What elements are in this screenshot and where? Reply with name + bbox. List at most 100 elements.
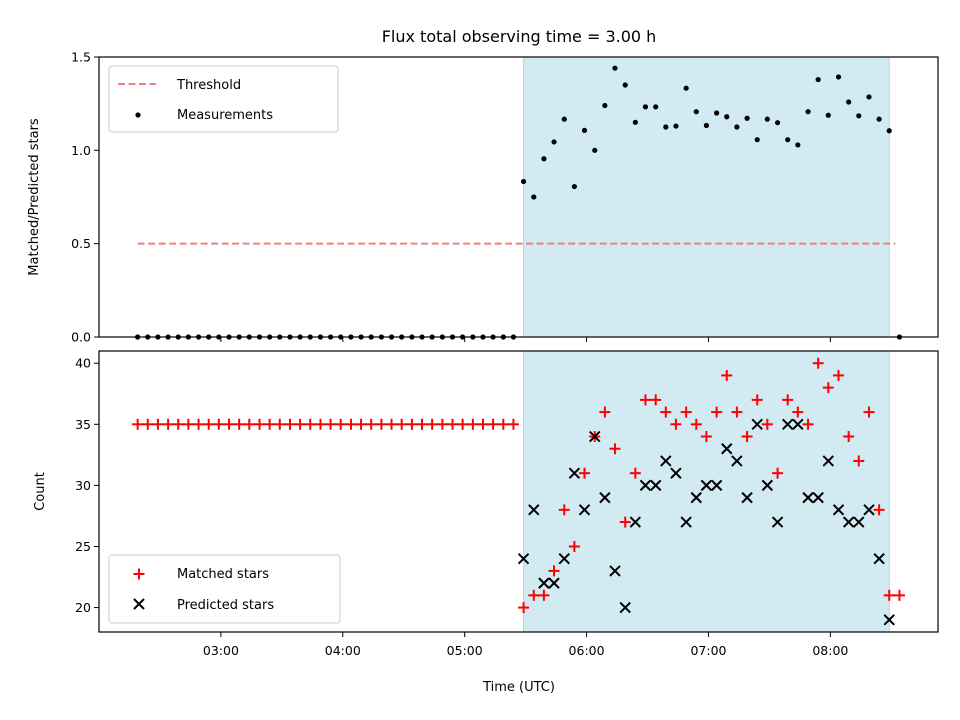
predicted-star-marker [649,479,662,492]
matched-star-marker [670,418,682,430]
matched-star-marker [893,589,905,601]
measurement-point [551,139,557,145]
x-tick-label: 03:00 [203,643,239,658]
measurement-point [785,137,791,143]
matched-star-marker [741,431,753,443]
measurement-point [571,183,577,190]
predicted-star-marker [802,491,814,504]
measurement-point [856,113,862,119]
matched-star-marker [863,406,875,418]
measurement-point [886,128,892,134]
matched-star-marker [660,406,672,418]
predicted-star-marker [822,455,835,467]
x-tick-label: 04:00 [325,643,361,658]
bottom-panel: 20 25 30 35 40 03:00 04:00 05:00 06:00 07:00 08:0… [33,350,939,695]
predicted-star-marker [609,565,621,577]
measurement-point [520,178,527,185]
predicted-star-marker [599,491,611,504]
matched-star-marker [711,406,723,418]
measurement-point [592,147,598,153]
x-axis-label: Time (UTC) [482,680,555,695]
matched-star-marker [853,455,865,467]
matched-star-marker [365,418,377,430]
matched-star-marker [721,369,733,381]
y-tick-label: 35 [75,417,91,432]
top-y-ticks: 0.0 0.5 1.0 1.5 [71,50,99,345]
matched-star-marker [507,418,519,430]
measurement-point [714,110,720,116]
measurement-point [866,94,872,100]
measurement-point [632,119,638,125]
measurement-point [602,102,608,109]
matched-star-marker [436,418,448,430]
top-x-ticks [220,337,831,342]
matched-star-marker [467,418,479,430]
measurement-point [795,142,801,148]
matched-star-marker [325,418,337,430]
matched-star-marker [233,418,245,430]
predicted-star-marker [629,516,642,528]
matched-star-marker [386,418,398,430]
measurement-point [774,120,781,126]
matched-star-marker [843,431,855,443]
matched-star-marker [579,467,591,479]
matched-star-marker [761,418,773,430]
predicted-star-marker [619,601,631,614]
matched-star-marker [782,394,794,406]
matched-star-marker [264,418,276,430]
predicted-star-marker [842,516,855,528]
matched-star-marker [558,504,570,516]
matched-star-marker [203,418,215,430]
top-panel: 0.0 0.5 1.0 1.5 Matched/Predicted stars Thr… [27,50,939,345]
measurement-point [642,104,649,110]
matched-star-marker [294,418,306,430]
predicted-star-marker [548,577,560,589]
top-legend: Threshold Measurements [108,65,339,133]
predicted-star-marker [528,504,540,516]
measurement-point [693,109,699,115]
matched-star-marker [406,418,418,430]
matched-star-marker [314,418,326,430]
matched-star-marker [609,443,621,455]
legend-matched-label: Matched stars [177,567,269,582]
predicted-star-marker [853,516,865,528]
predicted-star-marker [589,430,601,443]
predicted-star-marker [832,504,845,516]
measurement-point [561,116,567,122]
chart-title: Flux total observing time = 3.00 h [382,27,657,46]
matched-star-marker [883,589,895,601]
bottom-x-ticks: 03:00 04:00 05:00 06:00 07:00 08:00 [203,632,848,658]
bottom-axes-frame [98,350,939,633]
matched-star-marker [487,418,499,430]
matched-star-marker [639,394,651,406]
measurement-point [724,114,730,120]
matched-star-marker [152,418,164,430]
predicted-star-marker [538,577,550,589]
predicted-star-marker [710,479,723,492]
matched-star-marker [142,418,154,430]
top-axes-frame [98,56,939,338]
x-tick-label: 06:00 [569,643,605,658]
matched-star-marker [772,467,784,479]
predicted-star-marker [660,455,672,467]
top-observing-span [523,56,890,338]
measurement-point [683,85,689,91]
measurement-point [825,112,831,118]
matched-star-marker [172,418,184,430]
matched-star-marker [416,418,428,430]
predicted-star-marker [771,516,784,528]
predicted-star-marker [517,552,530,565]
matched-star-marker [690,418,702,430]
matched-star-marker [751,394,763,406]
matched-star-marker [599,406,611,418]
y-tick-label: 0.5 [71,236,91,251]
top-legend-box [108,65,339,133]
matched-star-marker [132,418,144,430]
matched-star-marker [477,418,489,430]
measurement-point [815,76,821,83]
predicted-star-marker [751,418,763,431]
measurement-point [876,116,882,122]
predicted-star-marker [578,504,591,516]
matched-star-marker [243,418,255,430]
x-tick-label: 05:00 [447,643,483,658]
